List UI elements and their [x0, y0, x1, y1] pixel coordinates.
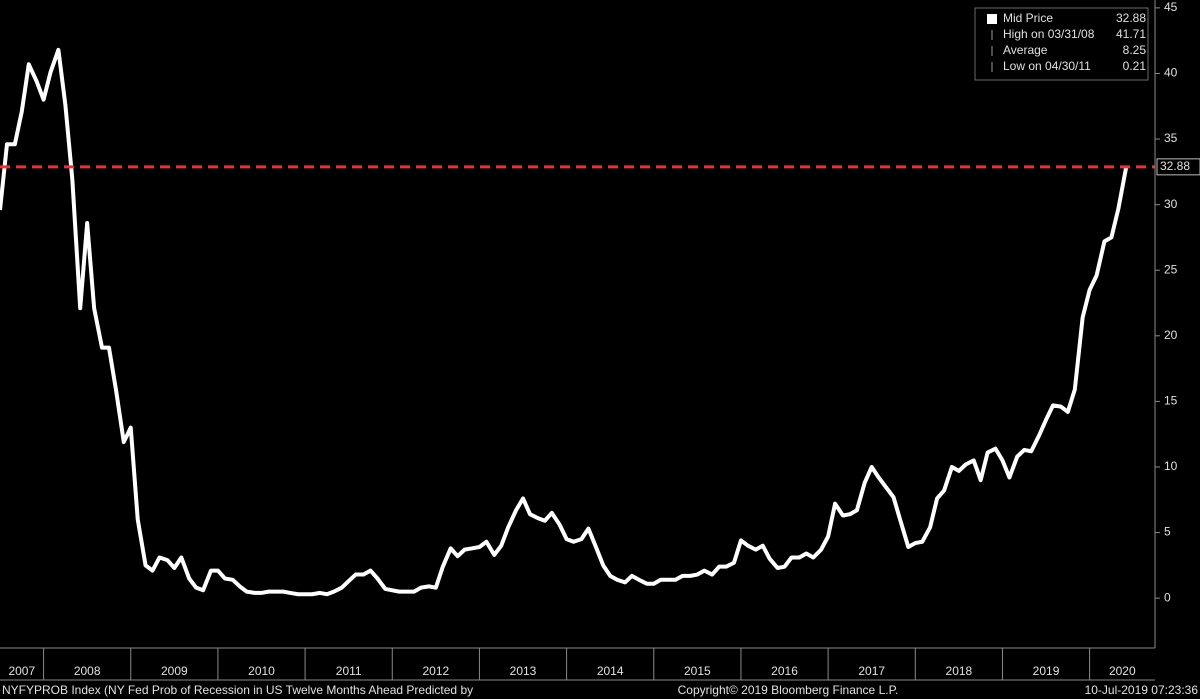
last-price-label: 32.88 — [1160, 159, 1190, 173]
x-tick-label: 2010 — [248, 664, 275, 678]
x-tick-label: 2017 — [858, 664, 885, 678]
legend-value: 0.21 — [1123, 59, 1147, 73]
footer-center: Copyright© 2019 Bloomberg Finance L.P. — [678, 683, 899, 697]
x-tick-label: 2009 — [161, 664, 188, 678]
legend-label: High on 03/31/08 — [1003, 27, 1095, 41]
x-tick-label: 2016 — [771, 664, 798, 678]
legend-label: Mid Price — [1003, 11, 1053, 25]
last-price-box — [1156, 158, 1200, 176]
series-line — [0, 47, 1129, 597]
x-tick-label: 2014 — [597, 664, 624, 678]
y-tick-label: 45 — [1164, 0, 1178, 14]
y-tick-label: 20 — [1164, 328, 1178, 342]
x-tick-label: 2011 — [336, 664, 362, 678]
legend-value: 41.71 — [1116, 27, 1146, 41]
x-tick-label: 2019 — [1033, 664, 1060, 678]
y-tick-label: 35 — [1164, 131, 1178, 145]
y-tick-label: 25 — [1164, 262, 1178, 276]
x-tick-label: 2008 — [74, 664, 101, 678]
footer-left: NYFYPROB Index (NY Fed Prob of Recession… — [2, 683, 473, 697]
footer-right: 10-Jul-2019 07:23:36 — [1085, 683, 1199, 697]
legend-value: 8.25 — [1123, 43, 1147, 57]
y-tick-label: 40 — [1164, 66, 1178, 80]
legend-label: Average — [1003, 43, 1048, 57]
x-tick-label: 2007 — [8, 664, 35, 678]
legend-swatch — [987, 14, 997, 24]
legend-value: 32.88 — [1116, 11, 1146, 25]
y-tick-label: 10 — [1164, 459, 1178, 473]
x-tick-label: 2013 — [510, 664, 537, 678]
y-tick-label: 30 — [1164, 197, 1178, 211]
x-tick-label: 2020 — [1109, 664, 1136, 678]
x-tick-label: 2015 — [684, 664, 711, 678]
y-tick-label: 0 — [1164, 590, 1171, 604]
y-tick-label: 5 — [1164, 525, 1171, 539]
y-tick-label: 15 — [1164, 394, 1178, 408]
x-tick-label: 2018 — [946, 664, 973, 678]
x-tick-label: 2012 — [422, 664, 449, 678]
legend-label: Low on 04/30/11 — [1003, 59, 1091, 73]
plot-area — [0, 47, 1155, 597]
legend-box — [974, 7, 1149, 81]
